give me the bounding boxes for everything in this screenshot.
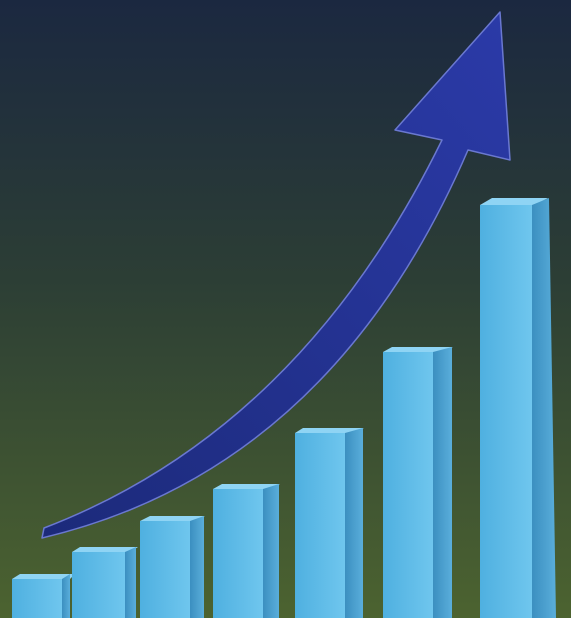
- bar: [383, 347, 453, 618]
- bars: [12, 198, 556, 618]
- bar: [140, 516, 205, 618]
- bar: [213, 484, 280, 618]
- bar: [72, 547, 138, 618]
- bar: [295, 428, 364, 618]
- bar: [480, 198, 556, 618]
- bar: [12, 574, 75, 618]
- trend-arrow: [41, 11, 511, 539]
